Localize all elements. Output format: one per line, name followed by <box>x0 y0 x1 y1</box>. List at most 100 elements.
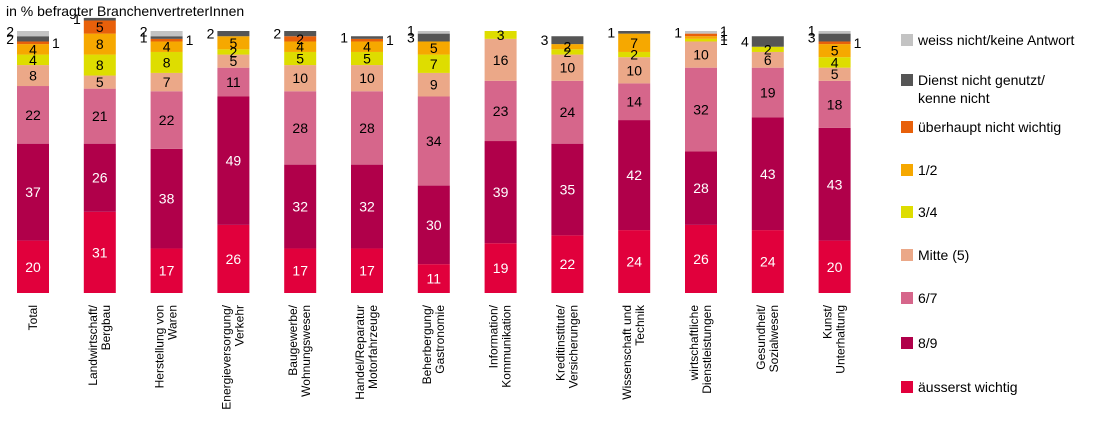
segment-value-label: 3 <box>497 27 505 43</box>
bar-segment <box>618 31 651 34</box>
segment-value-label: 32 <box>292 199 308 215</box>
bar-segment <box>751 117 784 231</box>
segment-value-label: 17 <box>359 263 375 279</box>
segment-value-label: 1 <box>186 32 194 48</box>
segment-value-label: 1 <box>73 11 81 27</box>
bar-segment <box>351 38 383 42</box>
segment-value-label: 37 <box>25 184 41 200</box>
segment-value-label: 8 <box>163 54 171 70</box>
segment-value-label: 2 <box>564 44 572 60</box>
category-label-line: Energieversorgung/ <box>219 304 233 409</box>
bar-segment <box>351 248 383 293</box>
bar-segment <box>17 44 49 55</box>
bar-segment <box>618 83 651 121</box>
legend-swatch <box>901 381 913 393</box>
legend: weiss nicht/keine Antwort Dienst nicht ge… <box>901 32 1075 395</box>
legend-swatch <box>901 337 913 349</box>
bar-segment <box>551 143 584 236</box>
bar-segment <box>751 46 784 52</box>
segment-value-label: 26 <box>92 170 108 186</box>
segment-value-label: 26 <box>226 251 242 267</box>
segment-value-label: 5 <box>96 19 104 35</box>
category-label-line: Gesundheit/ <box>754 304 768 369</box>
segment-value-label: 16 <box>493 52 509 68</box>
bar-segment <box>751 36 784 47</box>
bars-layer <box>17 17 851 293</box>
segment-value-label: 8 <box>96 57 104 73</box>
segment-value-label: 18 <box>827 96 843 112</box>
category-label-line: Sozialwesen <box>767 305 781 372</box>
segment-value-label: 6 <box>764 52 772 68</box>
category-label-line: Unterhaltung <box>834 305 848 374</box>
bar-segment <box>150 41 183 52</box>
segment-value-label: 24 <box>626 254 642 270</box>
category-label-line: Kunst/ <box>821 304 835 339</box>
segment-value-label: 39 <box>493 184 509 200</box>
bar-segment <box>417 33 450 42</box>
bar-segment <box>83 211 116 293</box>
segment-value-label: 17 <box>159 263 175 279</box>
segment-value-label: 32 <box>359 199 375 215</box>
bar-segment <box>17 143 49 241</box>
bar-segment <box>685 67 717 152</box>
bar-segment <box>685 33 717 37</box>
segment-value-label: 22 <box>159 112 175 128</box>
segment-value-label: 19 <box>493 260 509 276</box>
segment-value-label: 2 <box>273 26 281 42</box>
category-label-line: wirtschaftliche <box>687 305 701 382</box>
legend-swatch <box>901 249 913 261</box>
segment-value-label: 1 <box>674 24 682 40</box>
segment-value-label: 35 <box>560 182 576 198</box>
category-label-line: Total <box>26 305 40 330</box>
bar-segment <box>818 240 851 293</box>
segment-value-label: 11 <box>427 271 442 287</box>
legend-swatch <box>901 164 913 176</box>
bar-segment <box>618 120 651 231</box>
category-label-line: Beherbergung/ <box>420 304 434 384</box>
legend-swatch <box>901 292 913 304</box>
bar-segment <box>417 185 450 265</box>
category-label-line: Motorfahrzeuge <box>366 305 380 389</box>
segment-value-label: 2 <box>296 31 304 47</box>
category-label-line: Herstellung von <box>153 305 167 388</box>
segment-value-label: 2 <box>207 26 215 42</box>
bar-segment <box>551 49 584 55</box>
bar-segment <box>618 33 651 52</box>
bar-segment <box>83 54 116 76</box>
segment-value-label: 11 <box>226 74 241 90</box>
segment-value-label: 1 <box>607 24 615 40</box>
bar-segment <box>417 96 450 186</box>
segment-value-label: 23 <box>493 103 509 119</box>
segment-value-label: 2 <box>630 47 638 63</box>
category-label-line: Bergbau <box>99 305 113 350</box>
category-label: wirtschaftliche Dienstleistungen <box>687 305 714 394</box>
segment-value-label: 21 <box>92 108 108 124</box>
bar-segment <box>150 36 183 39</box>
segment-value-label: 8 <box>96 36 104 52</box>
segment-value-label: 19 <box>760 85 776 101</box>
bar-segment <box>818 80 851 128</box>
bar-segment <box>284 31 317 37</box>
segment-value-label: 2 <box>6 31 14 47</box>
category-label: Landwirtschaft/Bergbau <box>86 304 113 385</box>
bar-segment <box>685 224 717 293</box>
legend-swatch <box>901 121 913 133</box>
segment-value-label: 7 <box>630 35 638 51</box>
segment-value-label: 3 <box>808 30 816 46</box>
bar-segment <box>551 54 584 81</box>
bar-segment <box>351 91 383 165</box>
bar-segment <box>17 240 49 293</box>
segment-value-label: 22 <box>560 256 576 272</box>
bar-segment <box>618 57 651 84</box>
segment-value-label: 5 <box>831 66 839 82</box>
bar-segment <box>17 41 49 45</box>
segment-value-label: 1 <box>720 32 728 48</box>
bar-segment <box>150 91 183 149</box>
segment-value-label: 2 <box>764 41 772 57</box>
bar-segment <box>551 80 584 144</box>
segment-value-label: 8 <box>29 68 37 84</box>
segment-value-label: 3 <box>407 30 415 46</box>
bar-segment <box>284 51 317 66</box>
bar-segment <box>351 36 383 39</box>
segment-value-label: 5 <box>296 51 304 67</box>
